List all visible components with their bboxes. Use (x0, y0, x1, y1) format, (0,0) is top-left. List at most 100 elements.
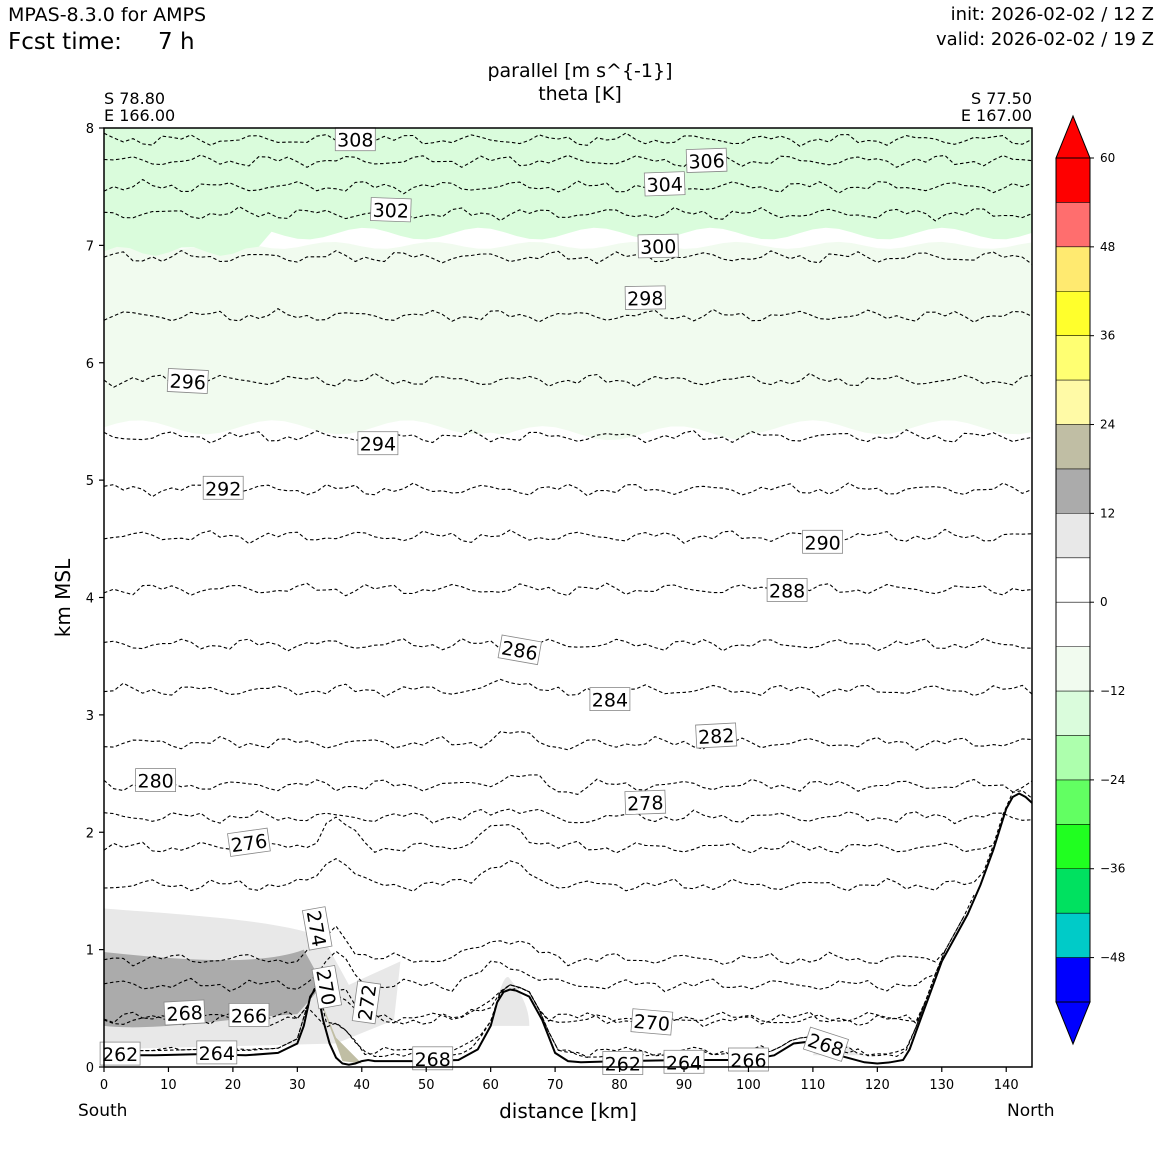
x-tick-label: 130 (929, 1078, 954, 1093)
x-tick-label: 100 (736, 1078, 761, 1093)
theta-label-text: 268 (166, 1002, 203, 1026)
x-tick-label: 50 (418, 1078, 435, 1093)
theta-label: 294 (357, 431, 399, 456)
theta-label: 276 (227, 827, 271, 857)
colorbar-tick-label: 12 (1100, 506, 1115, 520)
theta-contour-288 (104, 582, 1032, 597)
colorbar-tick-label: 0 (1100, 595, 1108, 609)
north-label: North (1007, 1101, 1055, 1121)
theta-label-text: 272 (354, 983, 381, 1022)
wind-shade-gray-blob (490, 977, 530, 1026)
fcst-time-label: Fcst time: (8, 29, 122, 55)
x-tick-label: 120 (865, 1078, 890, 1093)
theta-contour-286 (104, 637, 1032, 652)
theta-label: 286 (497, 634, 542, 665)
x-tick-label: 20 (225, 1078, 242, 1093)
theta-contour-272 (104, 894, 975, 967)
y-tick-label: 0 (86, 1061, 94, 1076)
y-tick-label: 5 (86, 474, 94, 489)
theta-contour-302 (104, 206, 1032, 222)
colorbar-swatch (1056, 824, 1090, 870)
x-axis-label: distance [km] (499, 1099, 637, 1123)
colorbar-tick-label: −24 (1100, 773, 1125, 787)
theta-label: 284 (589, 687, 631, 712)
colorbar-swatch (1056, 691, 1090, 736)
wind-shade-valley-core (316, 990, 362, 1064)
colorbar-swatch (1056, 868, 1090, 914)
theta-label-text: 266 (231, 1005, 267, 1027)
x-tick-label: 10 (160, 1078, 177, 1093)
theta-label-text: 296 (169, 371, 206, 395)
wind-shade-moderate-negative (104, 128, 1032, 258)
colorbar-swatch (1056, 646, 1090, 692)
theta-contour-298 (104, 308, 1032, 323)
y-tick-label: 2 (86, 826, 94, 841)
x-tick-label: 0 (100, 1078, 108, 1093)
theta-label: 270 (630, 1008, 674, 1036)
colorbar-swatch (1056, 513, 1090, 559)
theta-label: 262 (602, 1051, 644, 1076)
theta-label-text: 268 (415, 1049, 451, 1071)
x-tick-label: 70 (547, 1078, 564, 1093)
y-tick-label: 4 (86, 592, 94, 607)
theta-contour-274 (104, 845, 994, 892)
colorbar-swatch (1056, 735, 1090, 781)
theta-label: 298 (624, 285, 666, 311)
chart-subtitle: theta [K] (538, 83, 622, 105)
x-tick-label: 60 (482, 1078, 499, 1093)
theta-label: 296 (166, 368, 209, 395)
theta-label-text: 278 (627, 792, 664, 815)
fcst-time-value: 7 h (158, 29, 195, 55)
theta-label-text: 300 (640, 236, 677, 259)
theta-label-text: 276 (230, 830, 269, 857)
theta-label-text: 294 (360, 434, 396, 456)
y-tick-label: 8 (86, 122, 94, 137)
theta-label: 268 (163, 999, 206, 1026)
theta-label: 300 (637, 233, 679, 259)
theta-label-text: 290 (804, 532, 840, 554)
valid-time: valid: 2026-02-02 / 19 Z (936, 29, 1154, 50)
left-end-lon: E 166.00 (104, 106, 176, 125)
colorbar-extend-max (1055, 114, 1091, 159)
colorbar-swatch (1056, 158, 1090, 203)
chart-title: parallel [m s^{-1}] (487, 60, 673, 82)
theta-contour-270 (104, 915, 965, 993)
colorbar-tick-label: −48 (1100, 951, 1125, 965)
theta-contour-284 (104, 678, 1032, 698)
colorbar-frame (1055, 157, 1091, 1003)
theta-label-text: 262 (605, 1054, 641, 1076)
right-end-lat: S 77.50 (970, 89, 1032, 108)
theta-label-text: 262 (102, 1044, 138, 1066)
theta-label: 262 (99, 1041, 141, 1066)
colorbar-tick-label: −36 (1100, 862, 1125, 876)
theta-label-text: 304 (646, 174, 683, 197)
theta-label: 278 (624, 789, 667, 816)
x-tick-label: 80 (611, 1078, 628, 1093)
colorbar-swatch (1056, 557, 1090, 603)
theta-label: 268 (412, 1046, 454, 1071)
theta-label-text: 292 (205, 478, 241, 500)
theta-label: 268 (802, 1026, 850, 1062)
colorbar-swatch (1056, 424, 1090, 470)
theta-contour-282 (104, 731, 1032, 751)
theta-label: 266 (228, 1003, 270, 1027)
theta-label: 288 (766, 578, 808, 603)
theta-contour-280 (104, 774, 1032, 795)
x-tick-label: 90 (676, 1078, 693, 1093)
colorbar-tick-label: −12 (1100, 684, 1125, 698)
theta-label: 290 (802, 529, 843, 554)
colorbar-extend-min (1055, 1001, 1091, 1046)
left-end-lat: S 78.80 (104, 89, 166, 108)
theta-label-text: 264 (666, 1052, 702, 1074)
colorbar-tick-label: 36 (1100, 329, 1115, 343)
theta-label: 272 (351, 980, 381, 1025)
colorbar-swatch (1056, 246, 1090, 292)
theta-label: 270 (311, 964, 343, 1010)
colorbar-swatch (1056, 779, 1090, 825)
theta-label-text: 288 (769, 581, 805, 603)
theta-label: 280 (135, 768, 177, 793)
theta-label-text: 298 (627, 288, 664, 311)
terrain-line (104, 792, 1032, 1066)
theta-contour-278 (104, 808, 1032, 825)
theta-label: 306 (685, 147, 728, 174)
